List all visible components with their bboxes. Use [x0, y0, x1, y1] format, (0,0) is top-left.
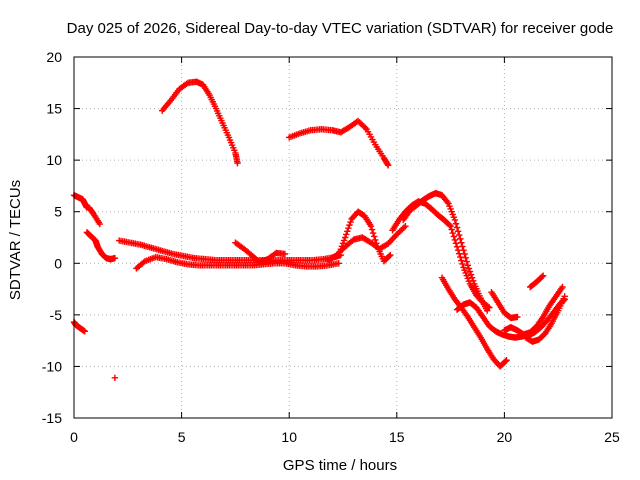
- data-point: [96, 220, 104, 228]
- y-tick-label: -10: [42, 358, 62, 374]
- data-point: [458, 239, 465, 246]
- data-point: [502, 358, 509, 365]
- data-point: [456, 231, 463, 239]
- x-tick-label: 25: [604, 429, 620, 445]
- data-point: [458, 257, 465, 264]
- y-tick-label: 20: [46, 49, 62, 65]
- y-tick-labels: 20 15 10 5 0 -5 -10 -15: [42, 49, 62, 426]
- data-point: [346, 221, 353, 229]
- data-point: [451, 216, 459, 224]
- data-point: [463, 258, 470, 265]
- data-point: [457, 235, 464, 243]
- data-point: [559, 283, 566, 291]
- data-point: [386, 252, 393, 260]
- data-point: [402, 222, 409, 230]
- data-point: [453, 243, 461, 250]
- data-point: [111, 374, 119, 381]
- y-tick-label: -5: [50, 307, 63, 323]
- data-point: [483, 307, 491, 314]
- data-point: [387, 251, 394, 259]
- axis-ticks: [73, 56, 613, 419]
- data-point: [345, 225, 352, 232]
- x-tick-labels: 0 5 10 15 20 25: [70, 429, 620, 445]
- data-point: [369, 229, 377, 237]
- data-point: [461, 250, 468, 258]
- data-point: [453, 224, 461, 231]
- data-point: [447, 222, 454, 230]
- plot-frame: [73, 56, 613, 419]
- data-point: [503, 357, 510, 364]
- data-point: [81, 328, 88, 335]
- y-tick-label: 5: [54, 204, 62, 220]
- data-point: [467, 271, 475, 278]
- data-point: [372, 236, 379, 244]
- data-point: [281, 250, 289, 258]
- data-point: [457, 253, 464, 261]
- data-point: [347, 218, 354, 226]
- data-point: [448, 226, 455, 233]
- data-point: [384, 160, 391, 168]
- data-point: [234, 160, 241, 167]
- data-point: [446, 221, 453, 229]
- y-tick-label: 10: [46, 152, 62, 168]
- y-tick-label: -15: [42, 410, 62, 426]
- data-point: [450, 233, 458, 240]
- data-point: [462, 254, 469, 261]
- chart-title: Day 025 of 2026, Sidereal Day-to-day VTE…: [67, 20, 614, 37]
- y-tick-label: 0: [54, 255, 62, 271]
- data-point: [111, 254, 119, 262]
- y-tick-label: 15: [46, 101, 62, 117]
- data-point: [561, 293, 568, 300]
- data-point: [449, 229, 456, 237]
- data-point: [368, 226, 376, 233]
- data-point: [444, 198, 451, 206]
- data-point: [343, 231, 350, 238]
- data-point: [367, 222, 375, 230]
- data-point: [459, 260, 466, 268]
- data-point: [468, 274, 476, 281]
- grid: [74, 57, 612, 418]
- data-point: [539, 272, 547, 279]
- data-point: [339, 240, 347, 247]
- data-point: [340, 237, 348, 244]
- data-point: [464, 262, 472, 269]
- data-point: [335, 260, 342, 267]
- data-point: [465, 265, 473, 272]
- data-point: [454, 247, 462, 254]
- data-point: [456, 250, 463, 257]
- data-point: [469, 277, 477, 285]
- x-tick-label: 10: [281, 429, 297, 445]
- data-point: [384, 162, 392, 169]
- x-tick-label: 0: [70, 429, 78, 445]
- x-tick-label: 20: [497, 429, 513, 445]
- data-point: [514, 313, 521, 321]
- data-points: [70, 78, 568, 381]
- data-point: [452, 240, 460, 247]
- y-axis-label: SDTVAR / TECUs: [7, 180, 24, 300]
- data-point: [371, 233, 378, 240]
- data-point: [452, 220, 460, 227]
- data-point: [344, 228, 351, 235]
- data-point: [451, 236, 459, 244]
- data-point: [466, 268, 474, 275]
- data-point: [460, 247, 467, 254]
- data-point: [538, 273, 546, 280]
- data-point: [454, 228, 462, 235]
- data-point: [459, 243, 466, 250]
- x-tick-label: 5: [178, 429, 186, 445]
- x-tick-label: 15: [389, 429, 405, 445]
- data-point: [341, 234, 349, 241]
- x-axis-label: GPS time / hours: [283, 457, 397, 474]
